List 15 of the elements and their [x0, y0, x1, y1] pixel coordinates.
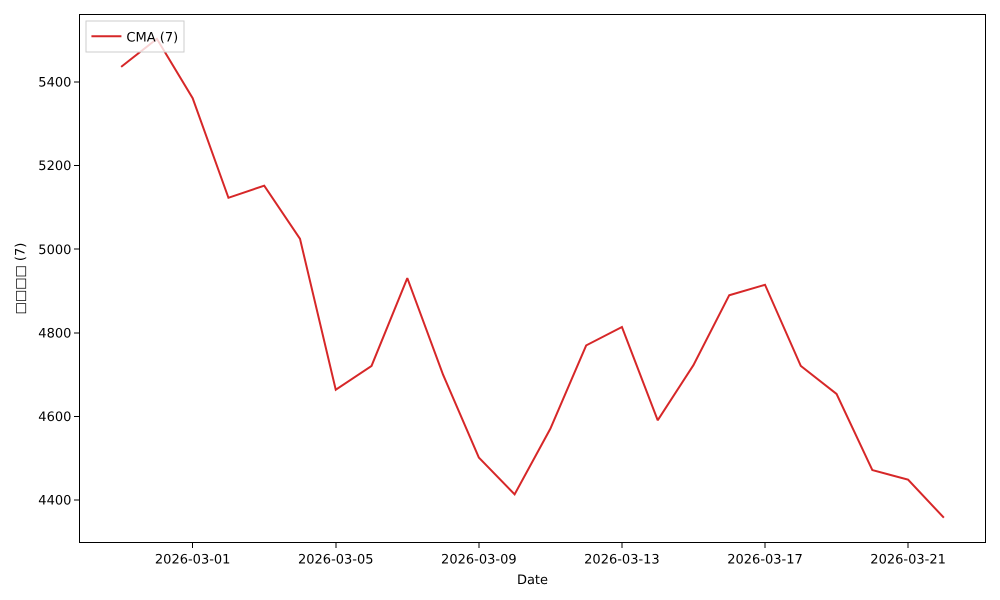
y-tick-label: 4400: [38, 494, 72, 509]
x-tick-label: 2026-03-21: [870, 552, 946, 568]
y-tick-label: 5400: [38, 75, 72, 90]
y-tick-label: 5000: [38, 242, 72, 258]
y-tick-label: 4600: [38, 410, 72, 426]
x-tick-label: 2026-03-17: [727, 552, 803, 568]
x-tick-label: 2026-03-05: [298, 552, 374, 568]
x-tick-label: 2026-03-01: [154, 552, 230, 568]
x-tick-label: 2026-03-09: [441, 552, 517, 568]
legend-label: CMA (7): [126, 30, 178, 46]
x-tick-label: 2026-03-13: [584, 552, 660, 568]
y-tick-label: 4800: [38, 326, 72, 342]
x-axis-title: Date: [516, 573, 548, 588]
y-tick-label: 5200: [38, 159, 72, 174]
y-axis-title: □□□□ (7): [13, 242, 28, 314]
